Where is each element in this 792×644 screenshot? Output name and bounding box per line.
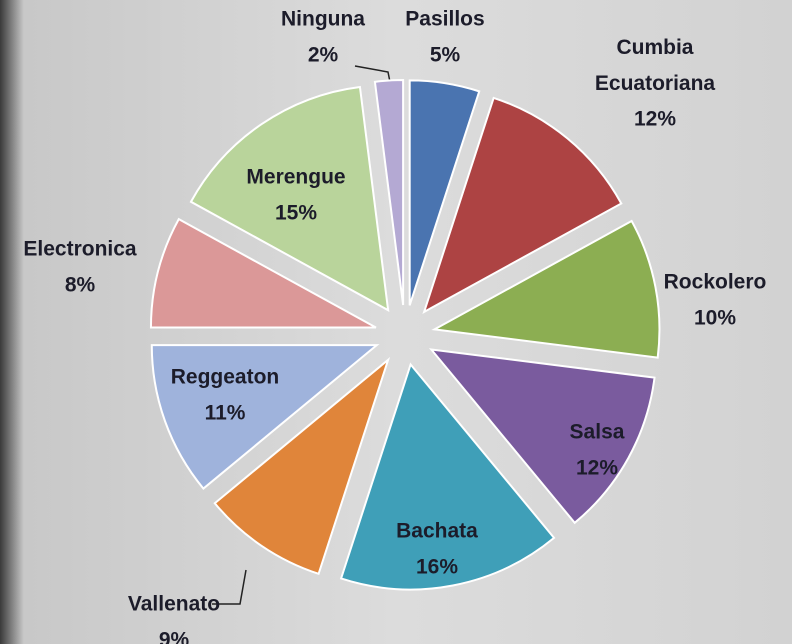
value-label: 9% [159, 629, 190, 644]
slice [422, 96, 623, 314]
value-label: 12% [634, 108, 676, 131]
slice-label: Pasillos [405, 8, 484, 31]
value-label: 15% [275, 202, 317, 225]
slice [189, 85, 390, 313]
slice [150, 344, 380, 490]
slice [408, 79, 481, 306]
leader-line [354, 65, 391, 83]
value-label: 8% [65, 274, 96, 297]
slice [373, 79, 405, 306]
slice [428, 348, 656, 525]
slice-label: Cumbia Ecuatoriana [595, 36, 716, 95]
slice [339, 362, 556, 591]
value-label: 16% [416, 556, 458, 579]
slice [149, 217, 377, 329]
slice-label: Ninguna [281, 8, 365, 31]
slice-label: Bachata [396, 520, 478, 543]
value-label: 12% [576, 457, 618, 480]
value-label: 2% [308, 44, 339, 67]
value-label: 5% [430, 44, 461, 67]
slice-label: Reggeaton [171, 366, 280, 389]
slice [431, 219, 661, 359]
slice-label: Vallenato [128, 593, 220, 616]
value-label: 11% [205, 402, 246, 425]
slice-label: Salsa [570, 421, 625, 444]
slice-label: Rockolero [664, 271, 767, 294]
slice-label: Electronica [23, 238, 137, 261]
leader-line [212, 569, 247, 605]
slice [213, 356, 391, 576]
value-label: 10% [694, 307, 736, 330]
slice-label: Merengue [246, 166, 345, 189]
